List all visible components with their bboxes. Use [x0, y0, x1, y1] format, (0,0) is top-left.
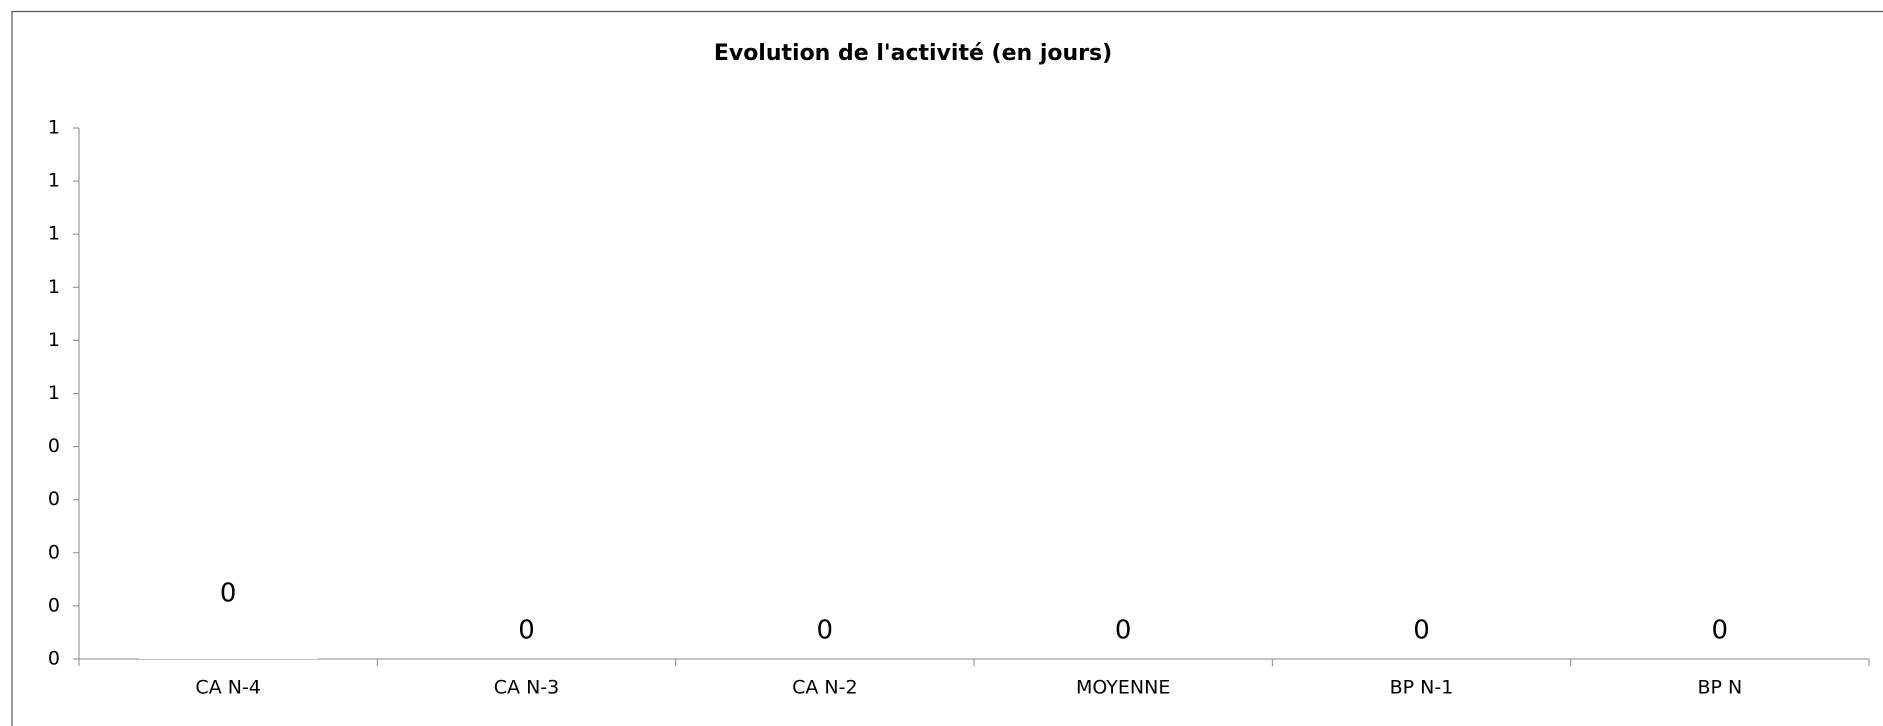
x-tick-label: MOYENNE: [1076, 677, 1170, 699]
y-tick-label: 1: [48, 382, 60, 404]
value-label: 0: [518, 616, 535, 646]
value-label: 0: [1115, 616, 1132, 646]
value-label: 0: [1712, 616, 1729, 646]
y-tick-label: 0: [48, 541, 60, 563]
value-label: 0: [1413, 616, 1430, 646]
x-tick-label: BP N: [1697, 677, 1742, 699]
y-tick-label: 1: [48, 329, 60, 351]
x-tick-label: BP N-1: [1390, 677, 1454, 699]
value-label: 0: [817, 616, 834, 646]
y-tick-label: 0: [48, 594, 60, 616]
y-tick-label: 1: [48, 117, 60, 139]
chart-title: Evolution de l'activité (en jours): [714, 41, 1112, 66]
value-label: 0: [220, 578, 237, 608]
y-tick-label: 1: [48, 170, 60, 192]
bar: [138, 621, 318, 659]
x-tick-label: CA N-3: [494, 677, 559, 699]
x-tick-label: CA N-4: [195, 677, 260, 699]
y-tick-label: 1: [48, 223, 60, 245]
y-tick-label: 0: [48, 488, 60, 510]
chart-border: [11, 10, 1883, 726]
y-tick-label: 0: [48, 435, 60, 457]
y-tick-label: 0: [48, 648, 60, 670]
x-tick-label: CA N-2: [792, 677, 857, 699]
y-tick-label: 1: [48, 276, 60, 298]
